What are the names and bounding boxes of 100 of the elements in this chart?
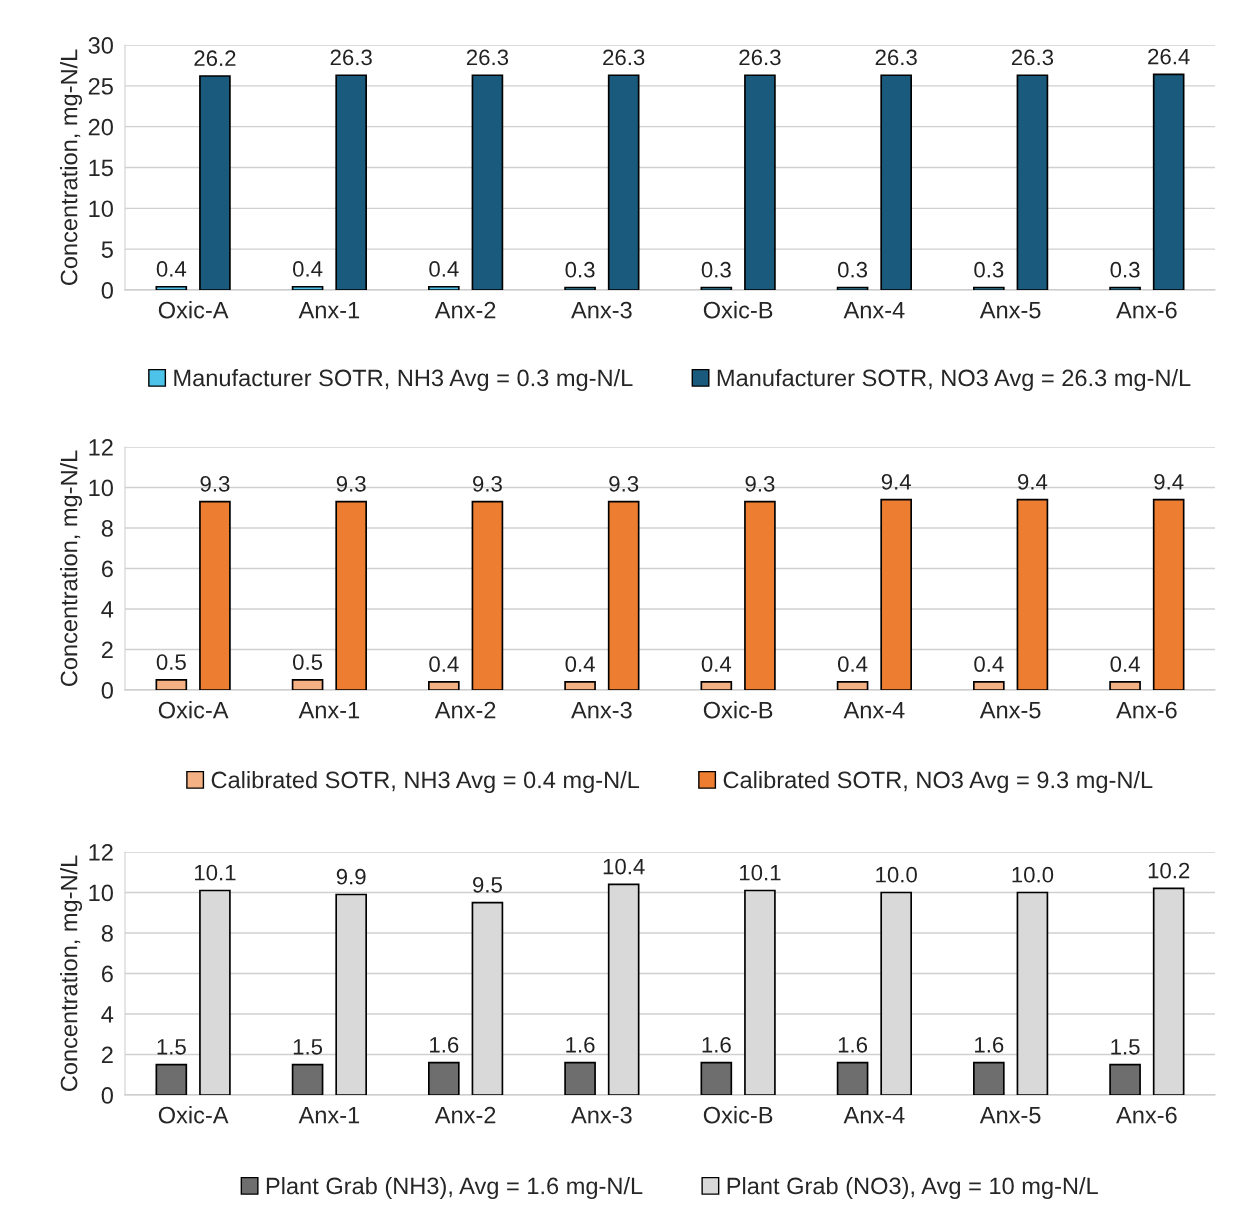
y-tick-label: 10 (89, 200, 113, 218)
legend-label: Plant Grab (NH3), Avg = 1.6 mg-N/L (266, 1176, 643, 1200)
bar (1152, 498, 1185, 690)
data-label: 0.4 (838, 656, 868, 672)
data-label: 0.4 (429, 656, 459, 672)
bar (155, 1063, 188, 1095)
data-label: 0.5 (156, 654, 186, 670)
x-tick-label: Anx-5 (979, 301, 1041, 319)
data-label: 26.3 (1011, 49, 1054, 66)
x-tick-label: Anx-6 (1116, 1106, 1177, 1124)
y-tick-label: 2 (101, 1046, 113, 1064)
x-tick-label: Anx-6 (1116, 701, 1177, 719)
legend-label: Plant Grab (NO3), Avg = 10 mg-N/L (727, 1176, 1098, 1200)
data-label: 9.3 (609, 475, 639, 492)
data-label: 10.1 (740, 864, 781, 881)
bar (744, 500, 776, 690)
y-tick-label: 4 (101, 1006, 114, 1023)
bar (155, 679, 188, 690)
data-label: 0.4 (974, 656, 1004, 672)
data-label: 10.2 (1148, 862, 1190, 879)
bar (471, 500, 504, 690)
x-tick-label: Anx-3 (571, 301, 632, 319)
x-tick-label: Anx-4 (843, 701, 905, 719)
data-label: 10.4 (603, 858, 645, 875)
bar (291, 285, 324, 290)
bar (335, 500, 367, 690)
data-label: 26.4 (1148, 48, 1190, 65)
bar (973, 286, 1005, 290)
data-label: 9.3 (336, 475, 366, 492)
data-label: 0.4 (156, 261, 187, 277)
y-tick-label: 6 (101, 965, 113, 983)
data-label: 9.9 (336, 868, 366, 885)
data-label: 1.5 (157, 1039, 186, 1055)
x-tick-label: Anx-1 (298, 1106, 360, 1124)
y-tick-label: 4 (101, 601, 114, 618)
x-tick-label: Oxic-B (703, 301, 773, 319)
y-tick-label: 0 (101, 682, 113, 699)
x-tick-label: Anx-2 (434, 701, 496, 719)
data-label: 1.6 (430, 1036, 459, 1053)
legend-label: Manufacturer SOTR, NH3 Avg = 0.3 mg-N/L (174, 368, 633, 391)
bar (607, 500, 640, 690)
bar (428, 285, 460, 290)
x-tick-label: Anx-5 (979, 701, 1041, 719)
data-label: 0.3 (701, 261, 731, 278)
bar (1109, 1063, 1141, 1095)
data-label: 0.3 (565, 261, 595, 278)
data-label: 1.5 (1111, 1039, 1140, 1055)
bar (880, 498, 912, 690)
data-label: 0.4 (429, 261, 459, 277)
x-tick-label: Anx-4 (843, 1106, 905, 1124)
legend-label: Manufacturer SOTR, NO3 Avg = 26.3 mg-N/L (717, 368, 1191, 391)
bar (973, 681, 1005, 690)
x-tick-label: Anx-1 (298, 301, 360, 319)
x-tick-label: Oxic-A (158, 701, 229, 719)
data-label: 0.4 (565, 656, 595, 672)
y-tick-label: 10 (89, 479, 113, 497)
x-tick-label: Anx-4 (843, 301, 905, 319)
bar (836, 286, 869, 290)
y-axis-title: Concentration, mg-N/L (60, 49, 83, 286)
y-axis-title: Concentration, mg-N/L (60, 450, 83, 687)
bar (836, 681, 869, 690)
data-label: 9.4 (881, 473, 911, 490)
data-label: 26.3 (739, 49, 781, 66)
y-tick-label: 12 (89, 844, 113, 861)
bar (291, 679, 324, 690)
data-label: 9.5 (473, 876, 502, 893)
data-label: 9.4 (1154, 473, 1184, 490)
data-label: 26.3 (875, 49, 917, 66)
bar (744, 74, 776, 290)
bar (199, 500, 231, 690)
x-tick-label: Anx-3 (571, 701, 632, 719)
data-label: 0.4 (293, 261, 323, 277)
y-tick-label: 30 (88, 37, 113, 54)
data-label: 0.5 (293, 654, 323, 670)
data-label: 26.3 (330, 49, 372, 66)
y-tick-label: 8 (101, 925, 113, 942)
bar (428, 1061, 460, 1095)
data-label: 1.5 (293, 1039, 323, 1055)
bar (880, 74, 912, 290)
x-tick-label: Oxic-A (158, 301, 229, 319)
data-label: 1.6 (838, 1036, 868, 1053)
y-tick-label: 0 (101, 1087, 113, 1104)
data-label: 10.0 (876, 866, 917, 883)
y-tick-label: 25 (88, 77, 113, 95)
data-label: 0.3 (974, 261, 1004, 278)
bar (607, 74, 640, 290)
legend-label: Calibrated SOTR, NO3 Avg = 9.3 mg-N/L (723, 770, 1153, 794)
y-tick-label: 5 (101, 241, 113, 258)
bar (564, 681, 596, 690)
bar (700, 1061, 733, 1095)
data-label: 0.3 (1110, 261, 1140, 278)
data-label: 0.4 (1110, 656, 1140, 672)
y-tick-label: 15 (89, 159, 113, 177)
data-label: 26.3 (466, 49, 509, 66)
x-tick-label: Anx-6 (1116, 301, 1177, 319)
data-label: 0.4 (701, 656, 732, 672)
y-tick-label: 2 (101, 641, 113, 659)
bar (1109, 681, 1141, 690)
bar (199, 75, 231, 290)
data-label: 1.6 (566, 1036, 595, 1053)
